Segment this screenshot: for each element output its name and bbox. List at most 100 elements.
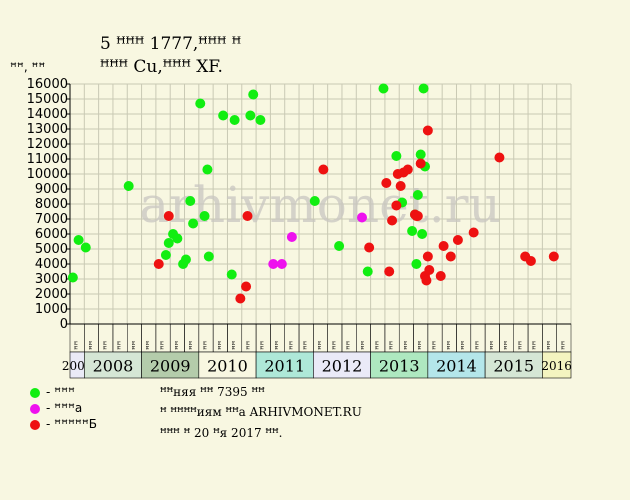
data-point: [424, 265, 435, 275]
data-point: [229, 115, 240, 125]
year-label: 2016: [541, 359, 572, 373]
data-point: [73, 235, 84, 245]
x-slot-label: ꟸꟸ: [488, 340, 497, 350]
data-point: [525, 256, 536, 266]
y-tick-label: 14000: [27, 107, 68, 122]
note-line-1: ꟸꟸняя ꟸꟸ 7395 ꟸꟸ: [160, 385, 265, 399]
year-label: 2009: [150, 356, 191, 375]
data-point: [364, 242, 375, 253]
x-slot-label: ꟸꟸ: [560, 340, 569, 350]
x-slot-label: ꟸꟸ: [331, 340, 340, 350]
data-point: [384, 266, 395, 277]
year-label: 2014: [436, 356, 477, 375]
x-slot-label: ꟸꟸ: [417, 340, 426, 350]
y-tick-label: 10000: [27, 167, 68, 182]
x-slot-label: ꟸꟸ: [259, 340, 268, 350]
legend-magenta: - ꟸꟸꟸа: [30, 401, 82, 415]
x-slot-label: ꟸꟸ: [546, 340, 555, 350]
chart-title-line1: 5 ꟸꟸꟸ 1777,ꟸꟸꟸ ꟸ: [100, 34, 242, 54]
data-point: [402, 164, 413, 175]
data-point: [391, 200, 402, 211]
data-point: [412, 190, 423, 200]
data-point: [418, 83, 429, 94]
legend-green: - ꟸꟸꟸ: [30, 385, 75, 399]
x-slot-label: ꟸꟸ: [374, 340, 383, 350]
y-tick-label: 6000: [35, 227, 68, 242]
x-slot-label: ꟸꟸ: [531, 340, 540, 350]
year-label: 2013: [379, 356, 420, 375]
year-label: 2011: [264, 356, 305, 375]
legend-red-marker: [30, 419, 40, 430]
y-tick-label: 4000: [35, 257, 68, 272]
data-point: [235, 293, 246, 304]
x-slot-label: ꟸꟸ: [159, 340, 168, 350]
data-point: [241, 281, 252, 292]
x-slot-label: ꟸꟸ: [474, 340, 483, 350]
data-point: [468, 227, 479, 238]
data-point: [195, 98, 206, 109]
x-slot-label: ꟸꟸ: [87, 340, 96, 350]
data-point: [188, 218, 199, 229]
data-point: [422, 251, 433, 262]
legend-green-label: - ꟸꟸꟸ: [46, 385, 75, 399]
data-point: [286, 232, 297, 242]
data-point: [180, 254, 191, 265]
year-label: 2008: [93, 356, 134, 375]
data-point: [218, 110, 229, 121]
year-band: [198, 351, 257, 379]
data-point: [378, 83, 389, 94]
data-point: [415, 158, 426, 169]
data-point: [421, 275, 432, 286]
x-slot-label: ꟸꟸ: [317, 340, 326, 350]
x-slot-label: ꟸꟸ: [188, 340, 197, 350]
x-slot-label: ꟸꟸ: [445, 340, 454, 350]
data-point: [268, 259, 279, 269]
data-point: [185, 196, 196, 206]
legend-green-marker: [30, 387, 40, 398]
x-slot-label: ꟸꟸ: [388, 340, 397, 350]
y-tick-label: 3000: [35, 272, 68, 287]
data-point: [381, 178, 392, 188]
x-slot-label: ꟸꟸ: [102, 340, 111, 350]
legend-red-label: - ꟸꟸꟸꟸꟸБ: [46, 417, 97, 431]
legend-red: - ꟸꟸꟸꟸꟸБ: [30, 417, 97, 431]
y-tick-label: 2000: [35, 287, 68, 302]
data-point: [362, 266, 373, 277]
y-axis-label: ꟸꟸ, ꟸꟸ: [10, 60, 46, 74]
data-point: [226, 269, 237, 280]
x-slot-label: ꟸꟸ: [216, 340, 225, 350]
data-point: [255, 115, 266, 125]
data-point: [123, 181, 134, 191]
y-tick-label: 7000: [35, 212, 68, 227]
x-slot-label: ꟸꟸ: [517, 340, 526, 350]
data-point: [417, 229, 428, 239]
x-slot-label: ꟸꟸ: [359, 340, 368, 350]
y-tick-label: 16000: [27, 77, 68, 92]
watermark: arhivmonet.ru: [139, 176, 501, 234]
x-slot-label: ꟸꟸ: [202, 340, 211, 350]
legend-magenta-marker: [30, 403, 40, 414]
data-point: [163, 211, 174, 221]
y-tick-label: 13000: [27, 122, 68, 137]
x-slot-label: ꟸꟸ: [130, 340, 139, 350]
y-tick-label: 12000: [27, 137, 68, 152]
data-point: [438, 241, 449, 251]
data-point: [245, 110, 256, 121]
data-point: [276, 259, 287, 269]
data-point: [357, 212, 368, 223]
data-point: [411, 259, 422, 269]
x-slot-label: ꟸꟸ: [73, 340, 82, 350]
data-point: [153, 259, 164, 269]
y-tick-label: 11000: [27, 152, 68, 167]
y-tick-label: 15000: [27, 92, 68, 107]
year-label: 2015: [493, 356, 534, 375]
data-point: [202, 164, 213, 175]
data-point: [407, 226, 418, 236]
year-band: [141, 351, 200, 379]
data-point: [395, 181, 406, 191]
year-label: 2010: [207, 356, 248, 375]
data-point: [160, 250, 171, 260]
note-line-2: ꟸ ꟸꟸꟸꟸиям ꟸꟸа ARHIVMONET.RU: [160, 405, 362, 419]
y-tick-label: 8000: [35, 197, 68, 212]
x-slot-label: ꟸꟸ: [460, 340, 469, 350]
